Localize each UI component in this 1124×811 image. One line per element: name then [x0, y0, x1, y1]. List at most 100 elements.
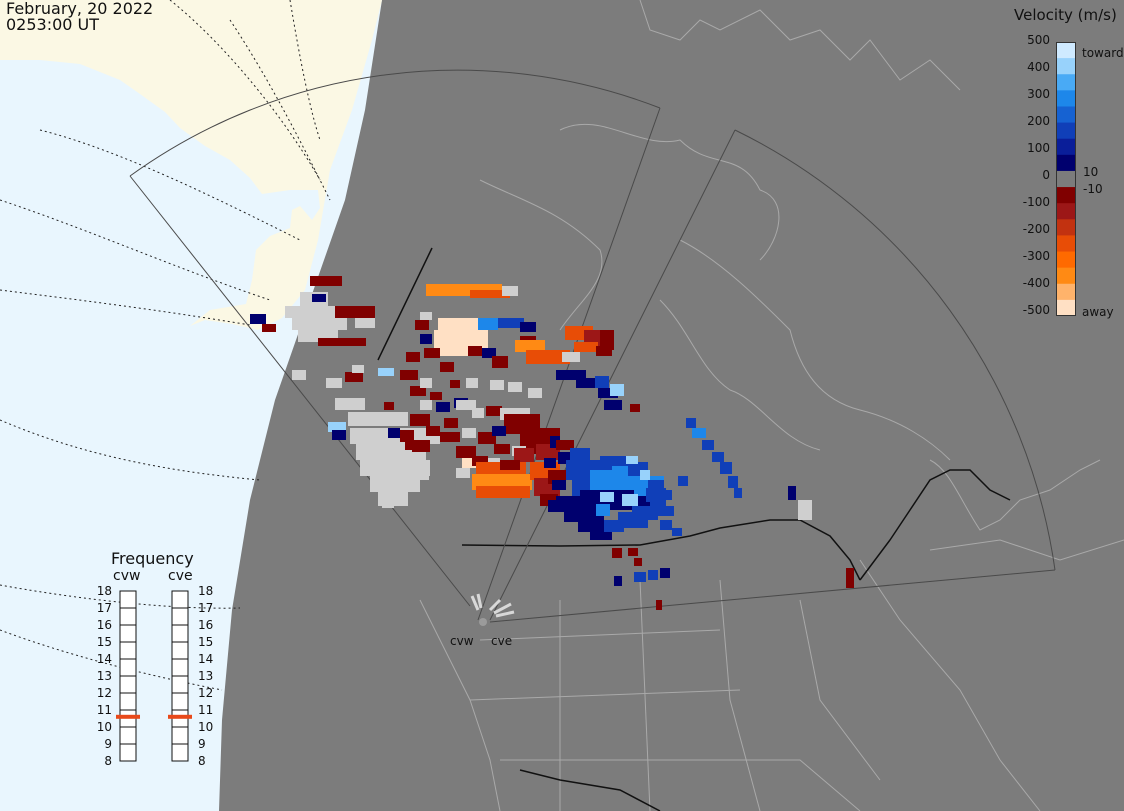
- us-canada-border: [377, 247, 1011, 811]
- scatter-cell: [520, 322, 536, 332]
- scatter-cell: [628, 548, 638, 556]
- scatter-cell: [598, 388, 618, 398]
- scatter-cell: [478, 432, 496, 444]
- freq-scale-left: 10: [96, 720, 112, 734]
- scatter-cell: [392, 478, 402, 488]
- colorbar-tick-label: 100: [1027, 141, 1050, 155]
- scatter-cell: [285, 306, 345, 318]
- scatter-cell: [610, 384, 624, 396]
- scatter-cell: [382, 494, 394, 508]
- scatter-cell: [326, 378, 342, 388]
- scatter-cell: [734, 488, 742, 498]
- scatter-cell: [494, 444, 510, 454]
- scatter-cell: [456, 446, 476, 458]
- velocity-colorbar: [1056, 42, 1076, 316]
- date-label: February, 20 2022: [6, 0, 154, 18]
- scatter-cell: [318, 338, 366, 346]
- scatter-cell: [552, 480, 566, 490]
- scatter-cell: [292, 370, 306, 380]
- scatter-cell: [788, 486, 796, 500]
- scatter-cell: [456, 400, 476, 410]
- scatter-cell: [556, 370, 586, 380]
- freq-scale-left: 16: [96, 618, 112, 632]
- scatter-cell: [660, 568, 670, 578]
- scatter-cell: [415, 320, 429, 330]
- scatter-cell: [604, 400, 622, 410]
- scatter-cells: [250, 276, 854, 610]
- scatter-cell: [712, 452, 724, 462]
- scatter-cell: [648, 480, 664, 490]
- scatter-cell: [502, 286, 518, 296]
- scatter-cell: [692, 428, 706, 438]
- scatter-cell: [564, 508, 604, 522]
- colorbar-tick-label: -10: [1083, 182, 1103, 196]
- colorbar-swatch: [1056, 58, 1076, 75]
- radar-beam-marks: [470, 593, 515, 618]
- freq-scale-left: 14: [96, 652, 112, 666]
- scatter-cell: [355, 318, 375, 328]
- colorbar-swatch: [1056, 283, 1076, 301]
- scatter-cell: [348, 412, 408, 426]
- scatter-cell: [702, 440, 714, 450]
- colorbar-tick-label: 0: [1042, 168, 1050, 182]
- scatter-cell: [424, 348, 440, 358]
- scatter-cell: [492, 356, 508, 368]
- coastlines: [419, 0, 1124, 811]
- frequency-title: Frequency: [111, 549, 194, 568]
- scatter-cell: [686, 418, 696, 428]
- freq-marker-cvw: [116, 714, 140, 719]
- scatter-cell: [335, 398, 365, 410]
- colorbar-tick-label: -400: [1022, 276, 1050, 290]
- freq-scale-right: 10: [198, 720, 214, 734]
- scatter-cell: [660, 490, 672, 500]
- scatter-cell: [388, 428, 400, 438]
- freq-scale-right: 9: [198, 737, 206, 751]
- frequency-panel: [116, 590, 192, 762]
- scatter-cell: [630, 404, 640, 412]
- scatter-cell: [498, 318, 524, 328]
- scatter-cell: [626, 456, 638, 464]
- scatter-cell: [514, 448, 534, 462]
- colorbar-tick-label: -200: [1022, 222, 1050, 236]
- scatter-cell: [612, 548, 622, 558]
- freq-scale-right: 8: [198, 754, 206, 768]
- colorbar-tick-label: 300: [1027, 87, 1050, 101]
- scatter-cell: [478, 318, 498, 330]
- scatter-cell: [672, 528, 682, 536]
- radar-label-cve: cve: [491, 634, 513, 648]
- radar-sites: [470, 593, 515, 626]
- scatter-cell: [556, 440, 574, 450]
- colorbar-away-label: away: [1082, 305, 1114, 319]
- colorbar-frame: [1056, 42, 1076, 316]
- scatter-cell: [492, 426, 506, 436]
- scatter-cell: [438, 318, 478, 332]
- freq-column-label-cvw: cvw: [113, 568, 141, 584]
- scatter-cell: [430, 392, 442, 400]
- scatter-cell: [436, 402, 450, 412]
- scatter-cell: [600, 330, 614, 350]
- scatter-cell: [420, 312, 432, 320]
- freq-scale-left: 18: [96, 584, 112, 598]
- colorbar-swatch: [1056, 106, 1076, 124]
- scatter-cell: [406, 352, 420, 362]
- scatter-cell: [440, 362, 454, 372]
- colorbar-swatch: [1056, 203, 1076, 220]
- scatter-cell: [352, 365, 364, 373]
- freq-scale-left: 8: [104, 754, 112, 768]
- freq-scale-right: 16: [198, 618, 214, 632]
- scatter-cell: [622, 494, 638, 506]
- scatter-cell: [798, 500, 812, 520]
- scatter-cell: [500, 460, 520, 470]
- scatter-cell: [262, 324, 276, 332]
- scatter-cell: [544, 458, 556, 468]
- scatter-cell: [405, 440, 417, 450]
- freq-scale-left: 11: [96, 703, 112, 717]
- daylit-land: [0, 0, 382, 330]
- scatter-cell: [420, 378, 432, 388]
- freq-scale-right: 15: [198, 635, 214, 649]
- scatter-cell: [420, 400, 432, 410]
- scatter-cell: [312, 294, 326, 302]
- scatter-cell: [470, 290, 510, 298]
- scatter-cell: [614, 576, 622, 586]
